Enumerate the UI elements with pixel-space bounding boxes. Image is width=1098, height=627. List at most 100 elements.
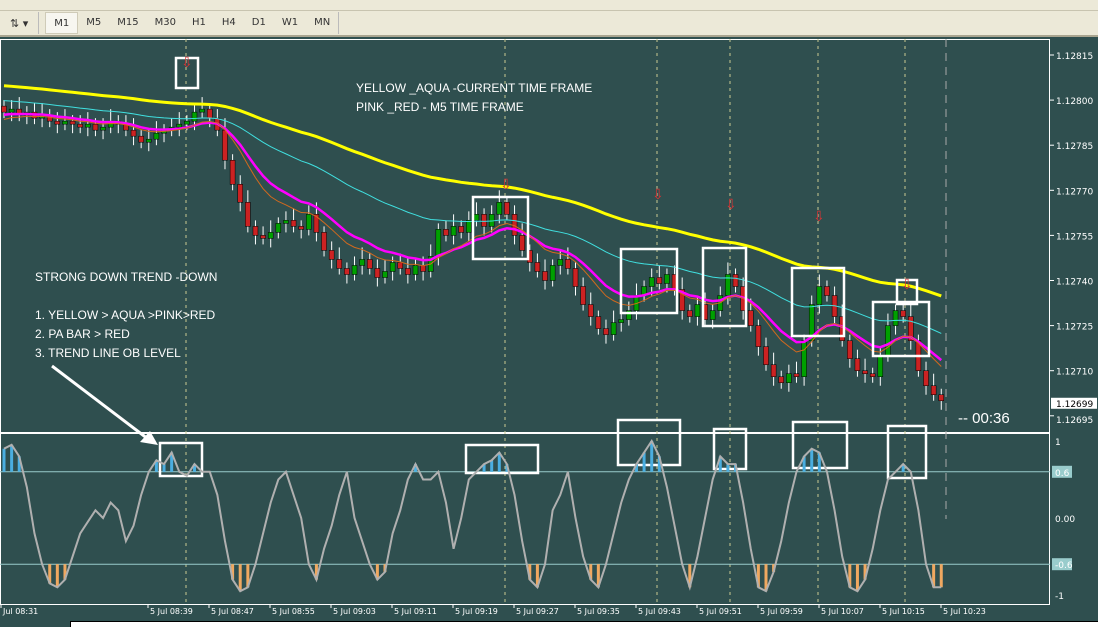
bear-candle xyxy=(321,232,327,251)
annotation-title-2: PINK _RED - M5 TIME FRAME xyxy=(356,100,524,114)
bull-candle xyxy=(549,265,556,281)
annotation-title-1: YELLOW _AQUA -CURRENT TIME FRAME xyxy=(356,81,593,95)
bull-candle xyxy=(275,223,282,233)
bull-candle xyxy=(801,340,807,377)
down-arrow-icon: ⇩ xyxy=(181,55,193,71)
bear-candle xyxy=(572,268,579,287)
bull-candle xyxy=(725,274,731,296)
signal-box xyxy=(158,441,204,478)
time-label: 5 Jul 08:39 xyxy=(150,607,193,616)
bull-candle xyxy=(618,319,624,323)
timeframe-toolbar: ⇅ ▾ M1 M5 M15 M30 H1 H4 D1 W1 MN xyxy=(0,11,1098,37)
bear-candle xyxy=(824,286,830,296)
down-arrow-icon: ⇩ xyxy=(901,277,913,293)
timeframe-m30[interactable]: M30 xyxy=(154,17,176,28)
bull-candle xyxy=(267,232,274,239)
bull-candle xyxy=(664,274,670,284)
bear-candle xyxy=(443,229,449,236)
bear-candle xyxy=(778,376,784,383)
bear-candle xyxy=(328,250,335,260)
bear-candle xyxy=(252,226,259,236)
timeframe-mn[interactable]: MN xyxy=(314,17,331,28)
timeframe-d1[interactable]: D1 xyxy=(251,17,266,28)
bear-candle xyxy=(458,226,464,233)
osc-level-box xyxy=(1052,465,1072,478)
bear-candle xyxy=(763,346,769,365)
time-label: 5 Jul 09:59 xyxy=(760,607,803,616)
bear-candle xyxy=(290,220,297,227)
time-label: 5 Jul 09:35 xyxy=(577,607,620,616)
bear-candle xyxy=(923,370,929,386)
chart-tools-dropdown[interactable]: ⇅ ▾ xyxy=(10,16,29,30)
bear-candle xyxy=(869,373,876,377)
timeframe-w1[interactable]: W1 xyxy=(281,17,299,28)
timeframe-m15[interactable]: M15 xyxy=(117,17,139,28)
timeframe-h1[interactable]: H1 xyxy=(191,17,206,28)
bull-candle xyxy=(557,259,564,266)
signal-box xyxy=(895,278,919,306)
bull-candle xyxy=(816,286,823,305)
price-tick-label: 1.12770 xyxy=(1056,187,1093,197)
timeframe-h4[interactable]: H4 xyxy=(221,17,236,28)
current-price-label: 1.12699 xyxy=(1056,400,1093,410)
bull-candle xyxy=(176,123,183,128)
timeframe-m5[interactable]: M5 xyxy=(86,17,102,28)
osc-tick-label: 0.00 xyxy=(1055,515,1075,525)
signal-box xyxy=(871,300,931,358)
bear-candle xyxy=(298,226,304,230)
time-label: 5 Jul 09:11 xyxy=(394,607,437,616)
bull-candle xyxy=(306,214,312,230)
bear-candle xyxy=(900,310,906,317)
bear-candle xyxy=(847,340,853,359)
timeframe-m1[interactable]: M1 xyxy=(45,12,79,34)
price-tick-label: 1.12755 xyxy=(1056,232,1093,242)
ma-yellow xyxy=(3,84,942,298)
bull-candle xyxy=(8,108,15,113)
oscillator-line xyxy=(3,438,942,593)
bear-candle xyxy=(138,135,144,143)
price-panel-frame xyxy=(0,39,1050,433)
price-tick-label: 1.12710 xyxy=(1056,368,1093,378)
bear-candle xyxy=(534,262,541,272)
annotation-rule-2: 2. PA BAR > RED xyxy=(35,327,130,341)
down-arrow-icon: ⇩ xyxy=(500,177,512,193)
bull-candle xyxy=(648,277,655,287)
osc-tick-label: -1 xyxy=(1055,592,1064,602)
bull-candle xyxy=(694,304,701,317)
bull-candle xyxy=(412,265,419,275)
price-tick-label: 1.12740 xyxy=(1056,278,1093,288)
bear-candle xyxy=(687,310,693,317)
time-label: 5 Jul 09:43 xyxy=(638,607,681,616)
price-tick-label: 1.12785 xyxy=(1056,142,1093,152)
annotation-rule-1: 1. YELLOW > AQUA >PINK>RED xyxy=(35,308,216,322)
bull-candle xyxy=(786,373,792,383)
bear-candle xyxy=(732,274,739,287)
time-label: 5 Jul 09:19 xyxy=(455,607,498,616)
price-tick-label: 1.12815 xyxy=(1056,52,1093,62)
time-label: 5 Jul 09:03 xyxy=(333,607,376,616)
bear-candle xyxy=(481,214,487,227)
bull-candle xyxy=(153,132,160,140)
time-label: 5 Jul 10:23 xyxy=(943,607,986,616)
bear-candle xyxy=(405,268,411,275)
bear-candle xyxy=(374,268,381,278)
bear-candle xyxy=(367,259,373,269)
time-label: Jul 08:31 xyxy=(2,607,38,616)
bear-candle xyxy=(519,235,525,251)
bull-candle xyxy=(382,271,388,278)
signal-box xyxy=(464,443,540,475)
signal-box xyxy=(886,424,928,480)
bear-candle xyxy=(420,265,426,272)
bull-candle xyxy=(199,108,205,113)
signal-box xyxy=(712,427,748,471)
bear-candle xyxy=(587,304,594,317)
signal-box xyxy=(616,418,682,467)
bear-candle xyxy=(77,123,83,128)
bear-candle xyxy=(748,310,754,326)
annotation-trend: STRONG DOWN TREND -DOWN xyxy=(35,270,218,284)
bear-candle xyxy=(595,316,602,329)
annotation-rule-3: 3. TREND LINE OB LEVEL xyxy=(35,346,181,360)
price-chart[interactable]: 1.12815 1.12800 1.12785 1.12770 1.12755 1.127… xyxy=(0,39,1098,621)
osc-tick-label: -0.6 xyxy=(1055,561,1073,571)
bull-candle xyxy=(892,310,899,326)
